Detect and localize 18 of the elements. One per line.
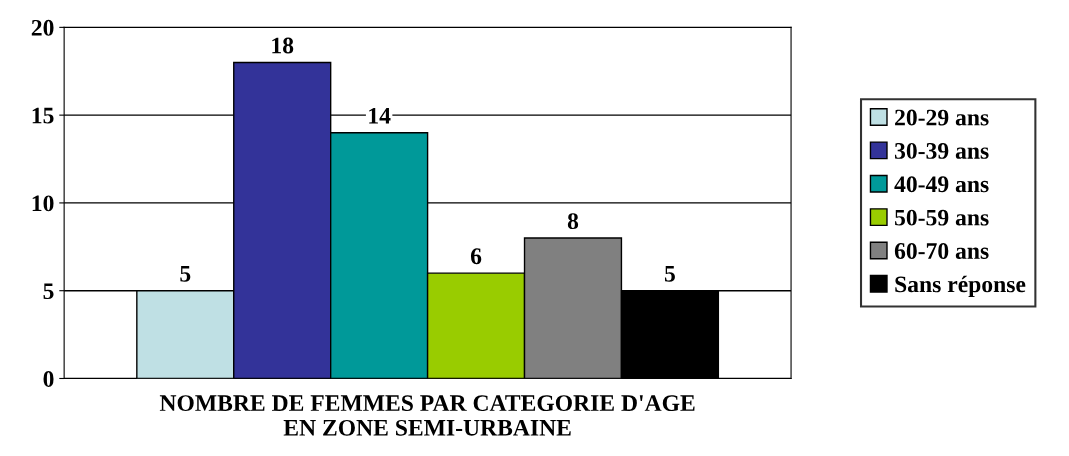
data-label: 6 [470, 248, 482, 265]
data-label: 5 [664, 266, 675, 282]
data-label: 14 [369, 107, 391, 124]
y-tick-label: 10 [32, 195, 54, 212]
x-axis-title: NOMBRE DE FEMMES PAR CATEGORIE D'AGE EN ZONE SEMI-URBAINE [159, 395, 695, 436]
legend-label: Sans réponse [895, 275, 1026, 298]
legend-label: 40-49 ans [894, 176, 989, 193]
y-tick-label: 0 [43, 370, 54, 387]
legend-label: 30-39 ans [894, 142, 989, 159]
data-label: 18 [272, 37, 294, 54]
y-tick-label: 5 [43, 283, 54, 300]
y-tick-label: 20 [31, 19, 54, 36]
y-tick-label: 15 [32, 107, 54, 124]
legend-label: 60-70 ans [894, 243, 989, 259]
data-label: 8 [567, 213, 579, 230]
data-label: 5 [180, 266, 191, 282]
legend-label: 20-29 ans [895, 109, 989, 126]
legend-label: 50-59 ans [895, 209, 989, 226]
